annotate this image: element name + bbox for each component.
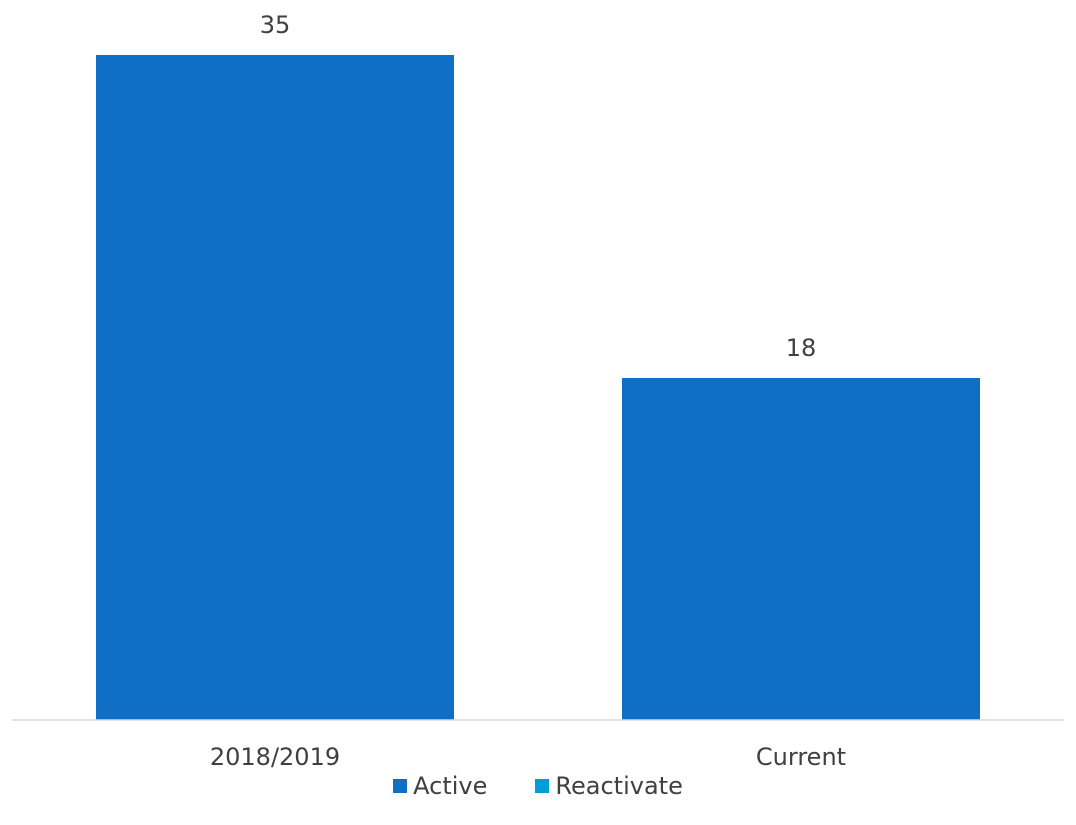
bar-current bbox=[622, 378, 980, 720]
bars-layer bbox=[96, 55, 980, 720]
legend-item-active: Active bbox=[393, 772, 487, 800]
legend-label-reactivate: Reactivate bbox=[555, 772, 683, 800]
x-tick-label: Current bbox=[756, 743, 846, 771]
data-labels-layer: 35 18 bbox=[260, 11, 817, 362]
legend-item-reactivate: Reactivate bbox=[535, 772, 683, 800]
data-label: 35 bbox=[260, 11, 291, 39]
legend-swatch-reactivate bbox=[535, 779, 550, 793]
bar-2018-2019 bbox=[96, 55, 454, 720]
chart-legend: Active Reactivate bbox=[0, 766, 1076, 806]
legend-label-active: Active bbox=[413, 772, 488, 800]
legend-swatch-active bbox=[393, 779, 408, 793]
x-tick-label: 2018/2019 bbox=[210, 743, 340, 771]
x-axis-ticks: 2018/2019 Current bbox=[210, 743, 846, 771]
data-label: 18 bbox=[786, 334, 817, 362]
